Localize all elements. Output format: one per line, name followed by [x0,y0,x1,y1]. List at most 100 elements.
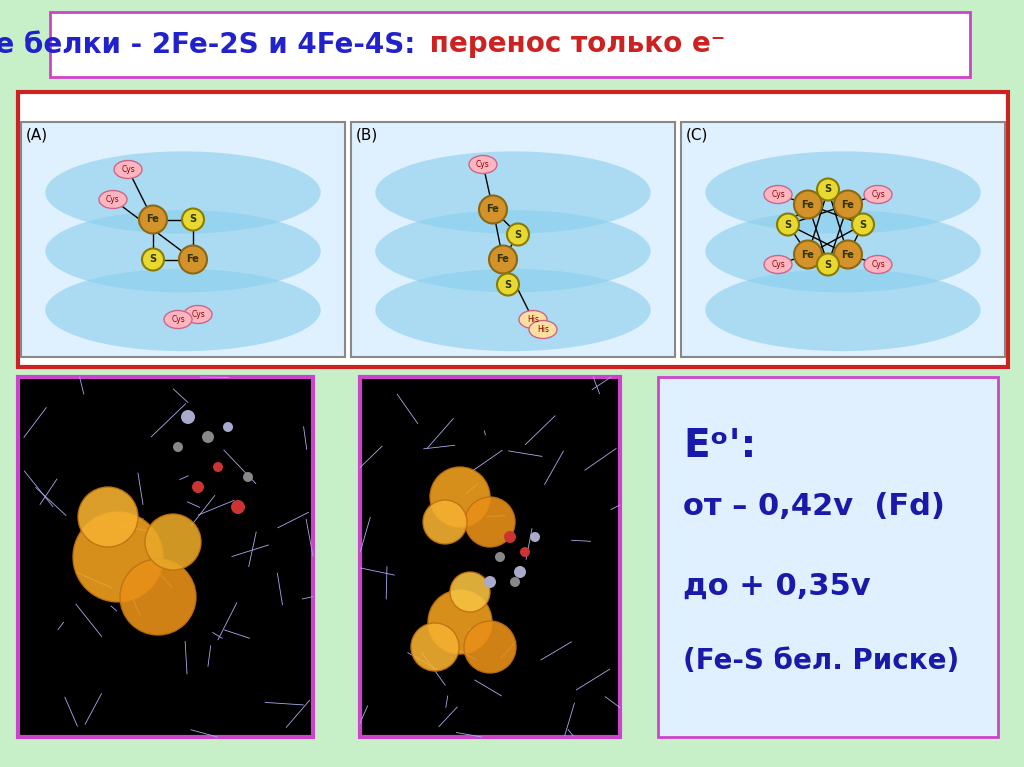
Text: Cys: Cys [771,260,784,269]
Text: His: His [527,315,539,324]
Text: Cys: Cys [121,165,135,174]
Bar [360,377,620,737]
Circle shape [530,532,540,542]
Ellipse shape [706,151,981,234]
Ellipse shape [99,190,127,209]
Text: (Fe-S бел. Риске): (Fe-S бел. Риске) [683,647,959,675]
Text: от – 0,42v  (Fd): от – 0,42v (Fd) [683,492,945,521]
Circle shape [834,241,862,268]
Circle shape [489,245,517,274]
Text: Cys: Cys [871,260,885,269]
Text: S: S [514,229,521,239]
Circle shape [139,206,167,233]
Text: (A): (A) [26,127,48,142]
Bar [18,92,1008,367]
Bar [681,122,1005,357]
Circle shape [78,487,138,547]
Text: Fe: Fe [802,199,814,209]
Text: Cys: Cys [771,190,784,199]
Text: до + 0,35v: до + 0,35v [683,572,870,601]
FancyBboxPatch shape [50,12,970,77]
Text: Cys: Cys [171,315,185,324]
Circle shape [213,462,223,472]
Circle shape [145,514,201,570]
Ellipse shape [376,151,650,234]
Text: His: His [537,325,549,334]
Circle shape [428,590,492,654]
Ellipse shape [114,160,142,179]
Circle shape [507,223,529,245]
Ellipse shape [764,186,792,203]
Circle shape [484,576,496,588]
Ellipse shape [529,321,557,338]
Circle shape [495,552,505,562]
Text: Cys: Cys [871,190,885,199]
Circle shape [817,254,839,275]
Text: Fe: Fe [486,205,500,215]
Bar [351,122,675,357]
Circle shape [504,531,516,543]
Ellipse shape [706,269,981,351]
Text: Eᵒ':: Eᵒ': [683,427,757,465]
Circle shape [514,566,526,578]
Ellipse shape [376,210,650,292]
Circle shape [231,500,245,514]
Circle shape [173,442,183,452]
Text: S: S [150,255,157,265]
Circle shape [497,274,519,295]
Circle shape [73,512,163,602]
Ellipse shape [184,305,212,324]
Circle shape [520,547,530,557]
Text: S: S [859,219,866,229]
Text: Fe: Fe [146,215,160,225]
Circle shape [450,572,490,612]
Text: S: S [824,185,831,195]
Circle shape [243,472,253,482]
Circle shape [794,241,822,268]
Circle shape [777,213,799,235]
Ellipse shape [519,311,547,328]
Bar [18,377,313,737]
Ellipse shape [764,255,792,274]
Text: Cys: Cys [106,195,120,204]
Circle shape [817,179,839,200]
Text: Fe: Fe [802,249,814,259]
Ellipse shape [376,269,650,351]
Circle shape [193,481,204,493]
Ellipse shape [864,255,892,274]
Text: (C): (C) [686,127,709,142]
Text: Fe: Fe [842,199,854,209]
Text: Cys: Cys [476,160,489,169]
Circle shape [834,190,862,219]
Text: (B): (B) [356,127,378,142]
Text: S: S [189,215,197,225]
Text: S: S [784,219,792,229]
Bar [22,122,345,357]
Circle shape [852,213,874,235]
Circle shape [465,497,515,547]
Circle shape [423,500,467,544]
Ellipse shape [45,210,321,292]
Text: Fe: Fe [497,255,509,265]
Ellipse shape [864,186,892,203]
Text: S: S [824,259,831,269]
Ellipse shape [45,151,321,234]
Circle shape [794,190,822,219]
Text: Fe: Fe [842,249,854,259]
Circle shape [510,577,520,587]
Ellipse shape [45,269,321,351]
Circle shape [411,623,459,671]
Text: Железо-серные белки - 2Fe-2S и 4Fe-4S:: Железо-серные белки - 2Fe-2S и 4Fe-4S: [0,30,415,59]
Circle shape [181,410,195,424]
Circle shape [430,467,490,527]
Ellipse shape [164,311,193,328]
Circle shape [479,196,507,223]
Circle shape [120,559,196,635]
Circle shape [202,431,214,443]
Ellipse shape [469,156,497,173]
Circle shape [223,422,233,432]
Ellipse shape [706,210,981,292]
Circle shape [142,249,164,271]
FancyBboxPatch shape [658,377,998,737]
Text: перенос только е⁻: перенос только е⁻ [420,31,725,58]
